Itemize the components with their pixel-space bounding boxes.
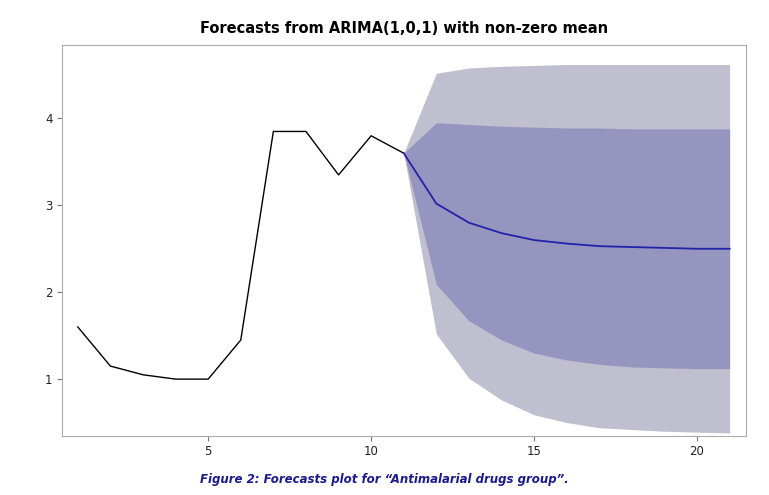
Title: Forecasts from ARIMA(1,0,1) with non-zero mean: Forecasts from ARIMA(1,0,1) with non-zer… — [200, 21, 608, 37]
Text: Figure 2: Forecasts plot for “Antimalarial drugs group”.: Figure 2: Forecasts plot for “Antimalari… — [200, 473, 569, 486]
